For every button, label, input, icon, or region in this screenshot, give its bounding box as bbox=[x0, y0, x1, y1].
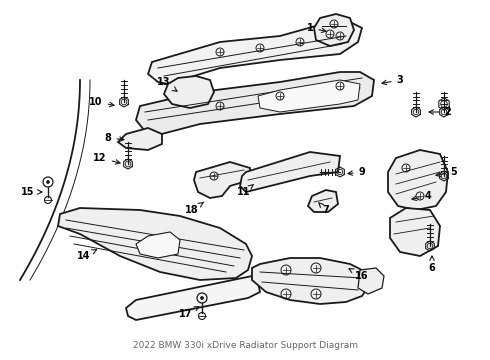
Text: 6: 6 bbox=[429, 256, 436, 273]
Text: 8: 8 bbox=[104, 133, 124, 143]
Circle shape bbox=[200, 297, 203, 300]
Text: 11: 11 bbox=[237, 184, 254, 197]
Text: 17: 17 bbox=[179, 307, 199, 319]
Text: 15: 15 bbox=[21, 187, 42, 197]
Text: 10: 10 bbox=[89, 97, 114, 107]
Text: 12: 12 bbox=[93, 153, 120, 164]
Text: 13: 13 bbox=[157, 77, 177, 91]
Polygon shape bbox=[358, 268, 384, 294]
Text: 5: 5 bbox=[436, 167, 457, 177]
Text: 1: 1 bbox=[307, 23, 326, 33]
Text: 16: 16 bbox=[349, 269, 369, 281]
Polygon shape bbox=[252, 258, 370, 304]
Text: 4: 4 bbox=[412, 191, 431, 201]
Polygon shape bbox=[308, 190, 338, 212]
Polygon shape bbox=[258, 80, 360, 112]
Polygon shape bbox=[390, 208, 440, 256]
Polygon shape bbox=[314, 14, 354, 46]
Text: 18: 18 bbox=[185, 202, 204, 215]
Polygon shape bbox=[240, 152, 340, 192]
Text: 9: 9 bbox=[348, 167, 366, 177]
Polygon shape bbox=[136, 72, 374, 136]
Text: 7: 7 bbox=[319, 203, 329, 215]
Polygon shape bbox=[194, 162, 250, 198]
Polygon shape bbox=[164, 76, 214, 108]
Text: 2022 BMW 330i xDrive Radiator Support Diagram: 2022 BMW 330i xDrive Radiator Support Di… bbox=[132, 342, 358, 351]
Polygon shape bbox=[118, 128, 162, 150]
Text: 3: 3 bbox=[382, 75, 403, 85]
Polygon shape bbox=[388, 150, 448, 210]
Polygon shape bbox=[58, 208, 252, 280]
Text: 2: 2 bbox=[429, 107, 451, 117]
Polygon shape bbox=[136, 232, 180, 258]
Circle shape bbox=[47, 180, 49, 184]
Text: 14: 14 bbox=[77, 250, 97, 261]
Polygon shape bbox=[126, 276, 260, 320]
Polygon shape bbox=[148, 22, 362, 84]
